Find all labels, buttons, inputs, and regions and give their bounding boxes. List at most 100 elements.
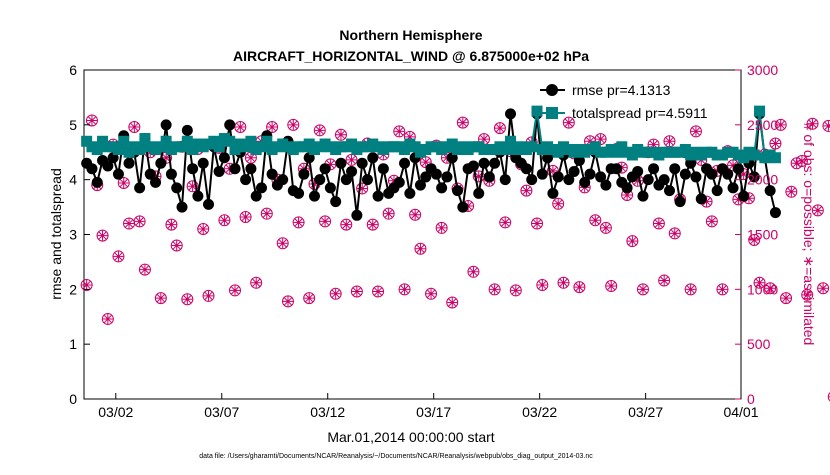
totalspread-point (160, 135, 172, 147)
obs-possible-marker (292, 216, 305, 229)
series-layer (80, 105, 830, 402)
obs-assimilated-marker (325, 159, 336, 170)
rmse-point (738, 190, 750, 202)
obs-assimilated-marker (235, 122, 246, 133)
obs-assimilated-marker (622, 190, 633, 201)
obs-assimilated-marker (457, 117, 468, 128)
obs-possible-marker (281, 295, 294, 308)
rmse-point (218, 152, 230, 164)
obs-assimilated-marker (733, 194, 744, 205)
obs-assimilated-marker (388, 175, 399, 186)
obs-assimilated-marker (198, 224, 209, 235)
obs-possible-marker (138, 263, 151, 276)
obs-assimilated-marker (553, 198, 564, 209)
totalspread-point (245, 135, 257, 147)
totalspread-point (224, 135, 236, 147)
obs-possible-marker (488, 283, 501, 296)
rmse-point (579, 176, 591, 188)
obs-assimilated-marker (251, 277, 262, 288)
obs-assimilated-marker (309, 179, 320, 190)
obs-possible-marker (589, 214, 602, 227)
obs-possible-marker (748, 233, 761, 246)
y-right-tick-label: 1000 (747, 281, 778, 297)
rmse-point (764, 185, 776, 197)
rmse-point (250, 190, 262, 202)
obs-assimilated-marker (796, 156, 807, 167)
rmse-point (150, 176, 162, 188)
totalspread-point (181, 135, 193, 147)
rmse-point (467, 160, 479, 172)
rmse-point (393, 176, 405, 188)
obs-assimilated-marker (404, 131, 415, 142)
rmse-point (600, 179, 612, 191)
obs-assimilated-marker (293, 217, 304, 228)
x-tick-label: 03/02 (98, 404, 133, 420)
rmse-point (277, 174, 289, 186)
rmse-point (420, 171, 432, 183)
rmse-point (595, 171, 607, 183)
y-tick-label: 3 (69, 227, 77, 243)
obs-assimilated-marker (367, 219, 378, 230)
obs-assimilated-marker (765, 283, 776, 294)
obs-possible-marker (303, 292, 316, 305)
obs-assimilated-marker (97, 230, 108, 241)
obs-possible-marker (170, 239, 183, 252)
rmse-point (436, 182, 448, 194)
obs-assimilated-marker (150, 171, 161, 182)
ticks-layer: 0 1 2 3 4 5 6 0 500 1000 1500 2000 2500 3000 03/02 03/0… (69, 62, 778, 420)
obs-possible-marker (239, 210, 252, 223)
rmse-point (610, 163, 622, 175)
y-tick-label: 6 (69, 62, 77, 78)
obs-possible-marker (456, 116, 469, 129)
rmse-point (340, 174, 352, 186)
rmse-point (181, 124, 193, 136)
y-tick-label: 5 (69, 117, 77, 133)
rmse-point (748, 171, 760, 183)
obs-possible-marker (753, 276, 766, 289)
chart-title: Northern Hemisphere (339, 27, 482, 43)
obs-possible-marker (276, 237, 289, 250)
legend: rmse pr=4.1313 totalspread pr=4.5911 (540, 82, 708, 121)
obs-possible-marker (382, 207, 395, 220)
x-tick-label: 03/27 (628, 404, 663, 420)
obs-possible-marker (350, 285, 363, 298)
obs-possible-marker (393, 125, 406, 138)
obs-assimilated-marker (139, 264, 150, 275)
rmse-point (213, 165, 225, 177)
obs-possible-marker (658, 274, 671, 287)
rmse-point (134, 182, 146, 194)
legend-totalspread-label: totalspread pr=4.5911 (572, 105, 708, 121)
totalspread-point (261, 135, 273, 147)
rmse-point (351, 209, 363, 221)
rmse-point (536, 168, 548, 180)
rmse-point (552, 171, 564, 183)
obs-assimilated-marker (282, 296, 293, 307)
obs-possible-marker (573, 281, 586, 294)
obs-assimilated-marker (749, 234, 760, 245)
rmse-point (547, 187, 559, 199)
rmse-point (621, 182, 633, 194)
obs-assimilated-marker (802, 289, 813, 300)
rmse-point (229, 163, 241, 175)
obs-possible-marker (154, 292, 167, 305)
rmse-point (255, 182, 267, 194)
totalspread-series (81, 105, 781, 164)
obs-possible-marker (80, 278, 93, 291)
y-right-tick-label: 500 (747, 336, 771, 352)
obs-assimilated-marker (357, 183, 368, 194)
obs-assimilated-marker (547, 165, 558, 176)
obs-possible-marker (260, 207, 273, 220)
obs-possible-marker (234, 121, 247, 134)
obs-possible-marker (795, 155, 808, 168)
totalspread-point (118, 135, 130, 147)
obs-possible-marker (329, 287, 342, 300)
obs-assimilated-marker (182, 294, 193, 305)
x-tick-label: 04/01 (723, 404, 758, 420)
rmse-point (356, 157, 368, 169)
obs-possible-marker (85, 114, 98, 127)
obs-possible-marker (165, 218, 178, 231)
rmse-point (160, 119, 172, 131)
obs-assimilated-marker (558, 277, 569, 288)
y-right-tick-label: 2000 (747, 172, 778, 188)
totalspread-point (505, 135, 517, 147)
